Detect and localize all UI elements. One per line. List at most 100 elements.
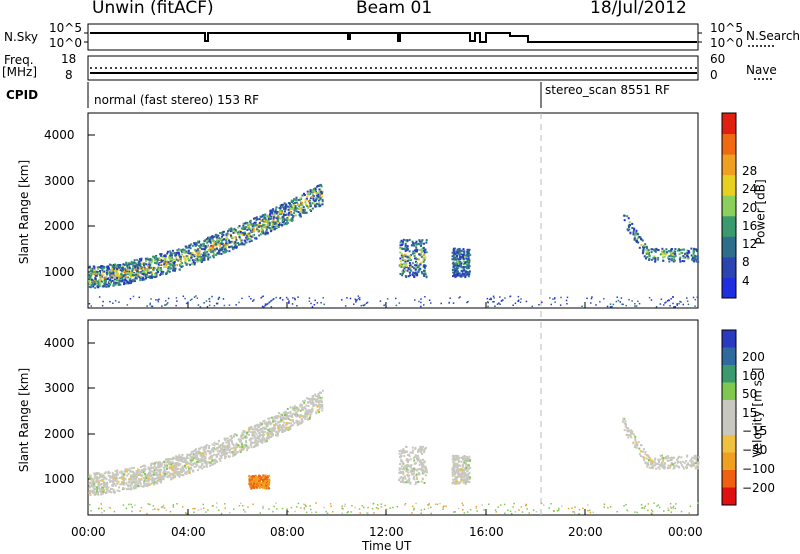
power-echo: [91, 282, 94, 285]
power-echo: [111, 279, 114, 282]
power-noise: [498, 302, 500, 304]
velocity-echo: [419, 459, 422, 462]
velocity-echo: [293, 408, 296, 410]
velocity-echo: [456, 465, 459, 468]
velocity-echo: [147, 483, 150, 486]
power-echo: [464, 276, 467, 279]
power-echo: [88, 274, 91, 277]
power-echo: [127, 276, 130, 279]
power-echo: [115, 278, 118, 281]
power-echo: [266, 222, 269, 225]
power-echo: [670, 248, 673, 251]
power-echo: [127, 263, 130, 266]
power-echo: [181, 262, 184, 265]
power-echo: [234, 243, 237, 246]
power-echo: [198, 245, 201, 247]
power-noise: [101, 304, 104, 307]
power-echo: [318, 195, 321, 198]
velocity-echo: [259, 424, 262, 427]
velocity-echo: [411, 451, 414, 454]
power-echo: [403, 269, 406, 272]
power-echo: [256, 229, 259, 232]
velocity-echo: [137, 474, 140, 476]
power-echo: [411, 262, 414, 265]
power-echo: [100, 267, 103, 270]
power-echo: [453, 268, 456, 271]
power-echo: [253, 217, 255, 220]
power-echo: [423, 266, 426, 269]
power-echo: [266, 231, 269, 234]
velocity-echo: [174, 464, 177, 467]
power-echo: [301, 204, 304, 207]
velocity-echo: [128, 478, 131, 481]
power-echo: [225, 242, 228, 245]
velocity-echo: [156, 482, 159, 485]
velocity-echo: [91, 480, 94, 483]
power-echo: [691, 259, 694, 262]
power-noise: [686, 297, 688, 299]
power-echo: [135, 263, 138, 266]
velocity-echo: [280, 417, 283, 420]
power-noise: [241, 297, 243, 300]
velocity-echo: [405, 481, 408, 484]
power-echo: [468, 265, 471, 268]
velocity-echo: [289, 425, 292, 428]
velocity-echo: [256, 425, 259, 428]
velocity-echo: [281, 426, 284, 429]
velocity-echo: [140, 485, 143, 488]
power-echo: [235, 242, 238, 245]
velocity-echo: [400, 452, 403, 455]
power-echo: [456, 267, 459, 270]
velocity-echo: [103, 488, 105, 491]
power-echo: [154, 259, 157, 262]
power-echo: [265, 228, 268, 231]
velocity-echo: [408, 474, 411, 477]
velocity-echo: [182, 469, 185, 472]
velocity-echo: [228, 451, 231, 454]
velocity-echo: [184, 458, 187, 461]
velocity-echo: [402, 468, 404, 471]
power-echo: [632, 230, 635, 233]
velocity-echo: [284, 423, 287, 426]
velocity-echo: [468, 471, 471, 474]
velocity-echo: [258, 426, 261, 429]
velocity-echo: [627, 436, 630, 439]
velocity-echo: [258, 435, 260, 438]
power-echo: [202, 258, 205, 261]
velocity-echo: [400, 476, 403, 479]
velocity-echo: [416, 459, 419, 462]
power-ytick-4000: 4000: [44, 128, 75, 142]
power-echo: [246, 233, 249, 236]
power-echo: [279, 217, 282, 220]
velocity-echo: [406, 474, 409, 477]
power-noise: [487, 301, 489, 303]
velocity-echo: [152, 467, 155, 469]
velocity-echo: [221, 448, 224, 451]
power-echo: [695, 249, 698, 252]
power-echo: [93, 271, 96, 274]
power-noise: [285, 296, 288, 299]
power-echo: [402, 269, 405, 272]
velocity-echo: [676, 461, 679, 464]
velocity-echo: [248, 428, 251, 431]
velocity-echo: [305, 412, 308, 415]
power-echo: [93, 279, 96, 282]
velocity-echo: [264, 430, 267, 433]
power-echo: [219, 232, 222, 234]
velocity-echo: [250, 425, 253, 428]
power-echo: [418, 240, 421, 243]
power-echo: [313, 202, 316, 205]
velocity-echo: [456, 471, 459, 474]
power-echo: [637, 233, 640, 236]
power-echo: [228, 246, 231, 249]
velocity-echo: [265, 481, 268, 484]
velocity-echo: [311, 410, 313, 413]
velocity-echo: [205, 463, 208, 466]
velocity-echo: [463, 461, 466, 464]
velocity-echo: [302, 400, 305, 403]
power-echo: [172, 269, 175, 272]
power-echo: [105, 278, 108, 281]
power-echo: [232, 231, 235, 234]
velocity-echo: [156, 469, 159, 472]
power-noise: [676, 304, 678, 306]
